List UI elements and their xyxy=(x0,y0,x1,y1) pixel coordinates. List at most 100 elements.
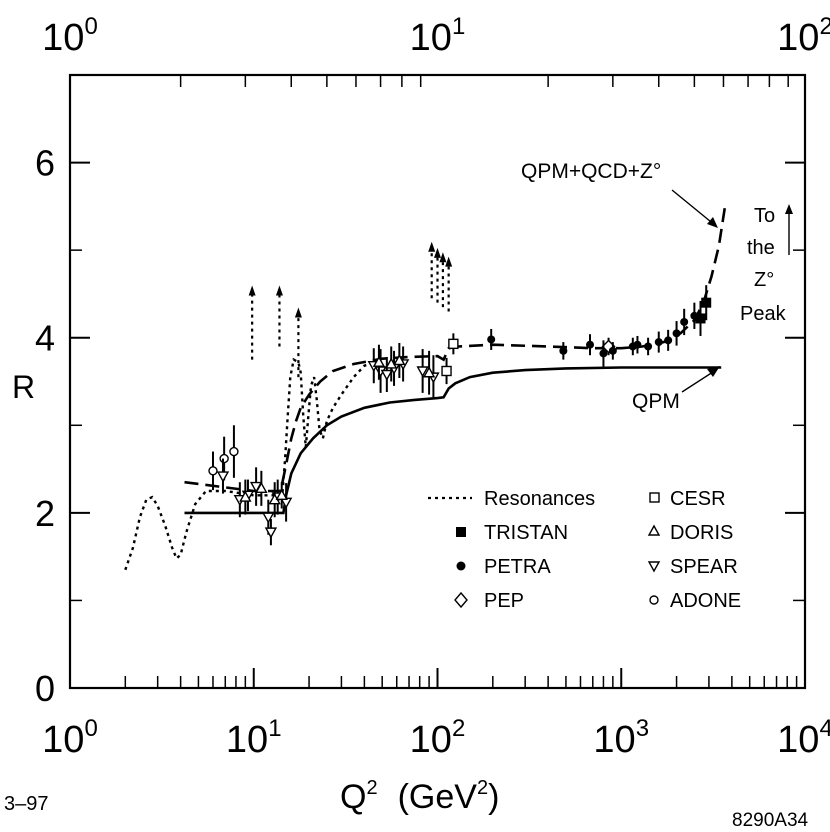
legend-label-pep: PEP xyxy=(484,590,524,612)
y-axis-title: R xyxy=(12,369,35,405)
x-tick-label-base: 10 xyxy=(410,719,452,761)
x-axis-title: Q2 (GeV2) xyxy=(340,777,499,816)
tristan-point xyxy=(695,313,706,324)
legend-marker-pep xyxy=(454,591,468,609)
legend-marker-adone xyxy=(649,595,659,605)
cesr-point xyxy=(441,365,452,377)
y-tick-label: 0 xyxy=(35,668,55,709)
doris-point xyxy=(255,481,268,494)
petra-point xyxy=(633,340,642,349)
adone-point xyxy=(219,453,229,464)
resonance-spike-arrowhead xyxy=(294,307,302,318)
legend: Resonances TRISTAN PETRA PEP CESR DORIS … xyxy=(428,488,741,612)
x-tick-label-base: 10 xyxy=(42,719,84,761)
legend-label-tristan: TRISTAN xyxy=(484,522,568,544)
z-peak-arrowhead xyxy=(785,204,793,214)
qpm-label-arrow xyxy=(681,369,717,393)
x-tick-label: 103 xyxy=(593,715,649,761)
spear-point xyxy=(262,512,275,524)
petra-point xyxy=(586,340,595,349)
petra-point xyxy=(664,336,673,345)
x-tick-label: 100 xyxy=(42,715,98,761)
qcd-label-arrowhead xyxy=(707,217,718,228)
petra-point xyxy=(487,335,496,344)
top-tick-label: 102 xyxy=(777,13,830,59)
resonance-spike-arrowhead xyxy=(439,252,447,263)
resonance-spike-arrowhead xyxy=(275,285,283,296)
top-tick-label-base: 10 xyxy=(410,17,452,59)
data-markers xyxy=(208,285,712,546)
legend-label-doris: DORIS xyxy=(670,522,733,544)
x-tick-label-exp: 4 xyxy=(819,715,830,742)
resonance-spike-arrowhead xyxy=(445,256,453,267)
doris-point xyxy=(385,357,398,369)
qcd-curve-label: QPM+QCD+Z° xyxy=(521,160,661,183)
resonances-curve xyxy=(124,357,383,571)
spear-point xyxy=(264,527,278,539)
legend-marker-tristan xyxy=(456,527,466,537)
doris-point xyxy=(372,355,386,367)
petra-point xyxy=(599,349,608,358)
qpm-curve xyxy=(184,366,722,515)
petra-point xyxy=(644,342,653,351)
legend-label-resonances: Resonances xyxy=(484,488,595,510)
x-tick-label: 101 xyxy=(226,715,282,761)
qcd-label-arrow xyxy=(671,189,717,227)
y-tick-label: 4 xyxy=(35,318,55,359)
z-peak-word-3: Z° xyxy=(754,269,774,291)
legend-marker-cesr xyxy=(649,492,660,503)
petra-point xyxy=(654,338,663,347)
resonance-spike-arrowhead xyxy=(428,241,436,252)
z-peak-word-2: the xyxy=(747,237,775,259)
x-tick-label-base: 10 xyxy=(777,719,819,761)
legend-marker-doris xyxy=(647,524,661,536)
doris-point xyxy=(239,490,252,502)
legend-marker-petra xyxy=(456,561,466,571)
petra-point xyxy=(608,346,617,355)
top-tick-label-exp: 0 xyxy=(84,13,97,40)
curves xyxy=(124,201,727,571)
top-tick-label-exp: 2 xyxy=(819,13,830,40)
cesr-point xyxy=(448,338,459,350)
qpm-curve-label: QPM xyxy=(632,390,680,413)
petra-point xyxy=(559,346,568,355)
doris-point xyxy=(393,354,406,366)
qpm-label-arrowhead xyxy=(707,366,720,377)
x-tick-label-exp: 2 xyxy=(452,715,465,742)
legend-label-spear: SPEAR xyxy=(670,556,738,578)
y-tick-label: 2 xyxy=(35,493,55,534)
adone-point xyxy=(229,446,239,457)
figure-date: 3–97 xyxy=(4,793,49,815)
doris-point xyxy=(275,488,288,501)
top-tick-label-base: 10 xyxy=(42,17,84,59)
legend-label-petra: PETRA xyxy=(484,556,551,578)
top-tick-label: 100 xyxy=(42,13,98,59)
z-peak-word-1: To xyxy=(754,205,775,227)
x-tick-label-exp: 3 xyxy=(636,715,649,742)
resonance-spike-arrowhead xyxy=(248,285,256,296)
resonance-spike-arrowhead xyxy=(434,247,441,258)
x-tick-label: 104 xyxy=(777,715,830,761)
doris-point xyxy=(422,366,436,378)
x-tick-label-exp: 0 xyxy=(84,715,97,742)
x-tick-label-base: 10 xyxy=(593,719,635,761)
petra-point xyxy=(672,329,681,338)
x-tick-label: 102 xyxy=(410,715,466,761)
y-tick-label: 6 xyxy=(35,143,55,184)
spear-point xyxy=(416,366,429,378)
x-tick-label-exp: 1 xyxy=(268,715,281,742)
legend-label-adone: ADONE xyxy=(670,590,741,612)
z-peak-word-4: Peak xyxy=(740,303,787,325)
top-tick-label: 101 xyxy=(410,13,466,59)
legend-marker-spear xyxy=(647,561,661,573)
top-tick-label-exp: 1 xyxy=(452,13,465,40)
x-tick-label-base: 10 xyxy=(226,719,268,761)
spear-point xyxy=(216,471,230,483)
petra-point xyxy=(680,317,689,326)
legend-label-cesr: CESR xyxy=(670,488,726,510)
spear-point xyxy=(380,369,394,381)
adone-point xyxy=(208,466,218,476)
figure-id: 8290A34 xyxy=(732,810,809,831)
tristan-point xyxy=(701,297,712,308)
